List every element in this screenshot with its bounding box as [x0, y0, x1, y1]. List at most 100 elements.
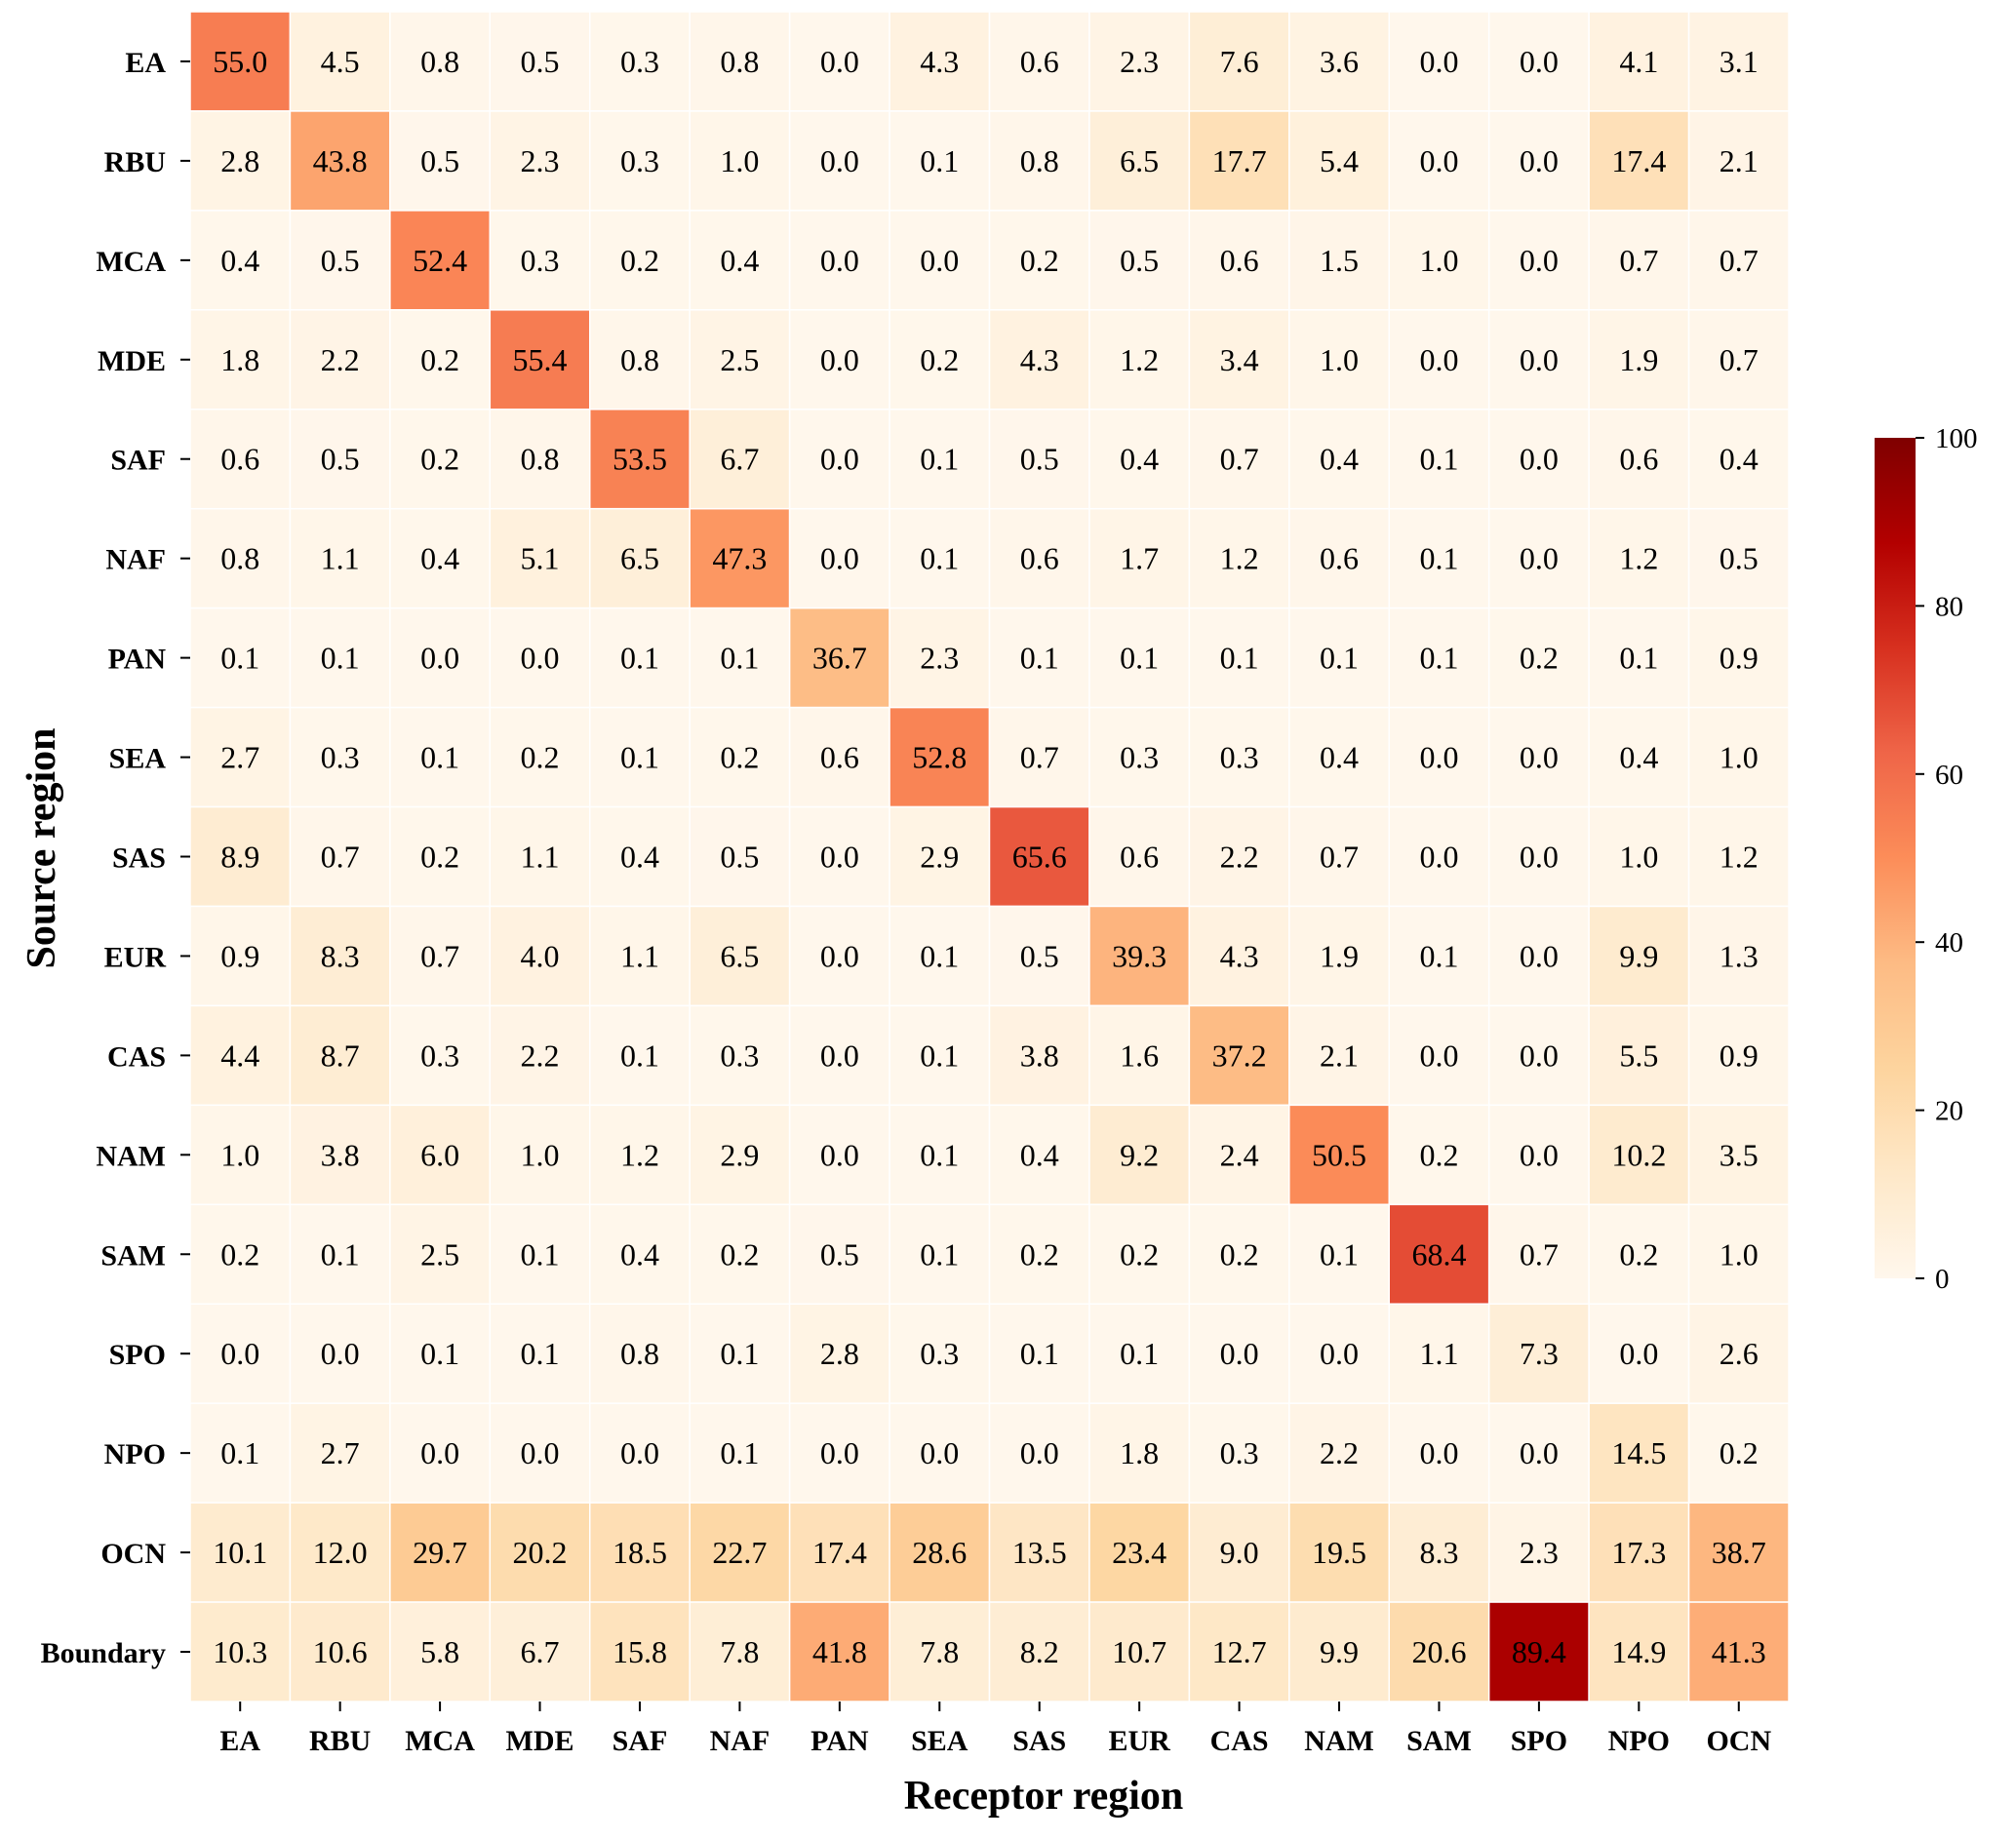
heatmap-cell-naf-mca	[389, 507, 492, 609]
heatmap-cell-label: 0.0	[1520, 1435, 1559, 1470]
heatmap-cell-label: 0.0	[420, 1435, 459, 1470]
heatmap-cell-label: 0.6	[1020, 44, 1059, 79]
heatmap-cell-label: 1.1	[620, 938, 659, 973]
heatmap-cell-label: 7.3	[1520, 1336, 1559, 1371]
heatmap-cell-label: 8.3	[1419, 1535, 1458, 1570]
x-tick-label: NPO	[1608, 1725, 1670, 1757]
heatmap-cell-label: 0.3	[321, 740, 360, 775]
heatmap-cell-boundary-sas	[988, 1601, 1090, 1703]
heatmap-cell-label: 0.1	[220, 1435, 259, 1470]
heatmap-cell-label: 1.2	[1220, 541, 1259, 576]
heatmap-cell-label: 0.2	[720, 740, 759, 775]
heatmap-cell-npo-ea	[189, 1402, 292, 1504]
heatmap-cell-label: 4.3	[920, 44, 959, 79]
heatmap-cell-rbu-mca	[389, 110, 492, 212]
heatmap-cell-label: 0.2	[720, 1236, 759, 1272]
y-tick-label: Boundary	[41, 1637, 166, 1669]
heatmap-cell-sas-naf	[689, 805, 791, 908]
heatmap-cell-label: 0.1	[920, 1236, 959, 1272]
heatmap-cell-label: 0.9	[1720, 1037, 1759, 1073]
heatmap-cell-sam-nam	[1288, 1203, 1390, 1305]
heatmap-cell-label: 0.5	[820, 1236, 859, 1272]
heatmap-cell-label: 0.4	[1120, 442, 1159, 477]
heatmap-cell-cas-pan	[788, 1004, 890, 1107]
heatmap-cell-sea-sas	[988, 706, 1090, 808]
heatmap-cell-label: 0.8	[620, 342, 659, 377]
heatmap-cell-label: 1.3	[1720, 938, 1759, 973]
heatmap-cell-label: 0.0	[1520, 342, 1559, 377]
heatmap-cell-label: 0.2	[920, 342, 959, 377]
heatmap-cell-npo-sea	[889, 1402, 991, 1504]
x-tick-label: PAN	[810, 1725, 869, 1757]
heatmap-cell-label: 0.2	[1720, 1435, 1759, 1470]
x-tick-label: SAS	[1012, 1725, 1066, 1757]
heatmap-cell-mca-mde	[489, 210, 591, 311]
heatmap-cell-ocn-npo	[1588, 1502, 1690, 1603]
heatmap-cell-label: 0.1	[1320, 1236, 1359, 1272]
heatmap-cell-label: 1.6	[1120, 1037, 1159, 1073]
heatmap-cell-label: 0.3	[521, 243, 560, 278]
heatmap-cell-label: 89.4	[1512, 1634, 1566, 1669]
heatmap-cell-pan-rbu	[289, 607, 391, 709]
heatmap-cell-label: 0.0	[1520, 740, 1559, 775]
heatmap-cell-mca-naf	[689, 210, 791, 311]
heatmap-cell-label: 0.1	[620, 641, 659, 676]
heatmap-cell-label: 10.1	[213, 1535, 267, 1570]
x-tick-label: SEA	[911, 1725, 968, 1757]
heatmap-cell-sea-nam	[1288, 706, 1390, 808]
heatmap-cell-label: 0.4	[620, 840, 659, 875]
heatmap-cell-label: 0.2	[1220, 1236, 1259, 1272]
y-tick-label: EUR	[104, 941, 167, 973]
heatmap-cell-label: 0.1	[1020, 1336, 1059, 1371]
heatmap-cell-spo-mde	[489, 1303, 591, 1404]
heatmap-cell-label: 1.0	[220, 1137, 259, 1172]
heatmap-cell-label: 8.3	[321, 938, 360, 973]
heatmap-cell-npo-cas	[1188, 1402, 1290, 1504]
heatmap-cell-label: 0.1	[321, 1236, 360, 1272]
heatmap-cell-label: 0.0	[1520, 243, 1559, 278]
heatmap-cell-label: 5.4	[1320, 143, 1359, 178]
heatmap-cell-rbu-rbu	[289, 110, 391, 212]
heatmap-cell-label: 0.8	[720, 44, 759, 79]
heatmap-cell-sas-pan	[788, 805, 890, 908]
heatmap-cell-saf-saf	[589, 409, 691, 510]
heatmap-cell-label: 13.5	[1012, 1535, 1067, 1570]
heatmap-cell-label: 2.1	[1320, 1037, 1359, 1073]
heatmap-cell-label: 0.0	[920, 1435, 959, 1470]
heatmap-cell-ea-rbu	[289, 11, 391, 112]
heatmap-cell-label: 2.9	[920, 840, 959, 875]
heatmap-cell-label: 0.0	[1419, 44, 1458, 79]
heatmap-cell-sea-ea	[189, 706, 292, 808]
heatmap-cell-label: 0.8	[1020, 143, 1059, 178]
heatmap-cell-label: 0.1	[920, 541, 959, 576]
heatmap-cell-saf-sea	[889, 409, 991, 510]
heatmap-cell-label: 0.2	[420, 442, 459, 477]
heatmap-cell-label: 0.2	[420, 342, 459, 377]
heatmap-cell-label: 0.0	[1419, 1037, 1458, 1073]
heatmap-cell-npo-sam	[1388, 1402, 1490, 1504]
heatmap-cell-label: 52.4	[413, 243, 467, 278]
heatmap-cell-sea-eur	[1088, 706, 1191, 808]
heatmap-cell-sas-spo	[1487, 805, 1590, 908]
heatmap-cell-spo-spo	[1487, 1303, 1590, 1404]
heatmap-cell-mca-npo	[1588, 210, 1690, 311]
heatmap-cell-label: 0.1	[321, 641, 360, 676]
heatmap-cell-label: 0.0	[820, 541, 859, 576]
heatmap-cell-label: 0.5	[1020, 938, 1059, 973]
heatmap-cell-sam-ea	[189, 1203, 292, 1305]
heatmap-cell-label: 0.7	[1720, 243, 1759, 278]
heatmap-cell-label: 0.0	[820, 840, 859, 875]
heatmap-cell-mde-saf	[589, 309, 691, 411]
heatmap-cell-label: 68.4	[1411, 1236, 1466, 1272]
heatmap-cell-label: 2.5	[420, 1236, 459, 1272]
heatmap-cell-mde-cas	[1188, 309, 1290, 411]
heatmap-cell-ea-nam	[1288, 11, 1390, 112]
y-tick-label: MDE	[98, 345, 166, 377]
heatmap-cell-label: 0.9	[1720, 641, 1759, 676]
heatmap-cell-cas-nam	[1288, 1004, 1390, 1107]
heatmap-cell-label: 0.0	[820, 44, 859, 79]
heatmap-cell-label: 0.7	[321, 840, 360, 875]
heatmap-cell-sam-pan	[788, 1203, 890, 1305]
heatmap-cell-label: 0.1	[1419, 442, 1458, 477]
heatmap-cell-ea-mca	[389, 11, 492, 112]
